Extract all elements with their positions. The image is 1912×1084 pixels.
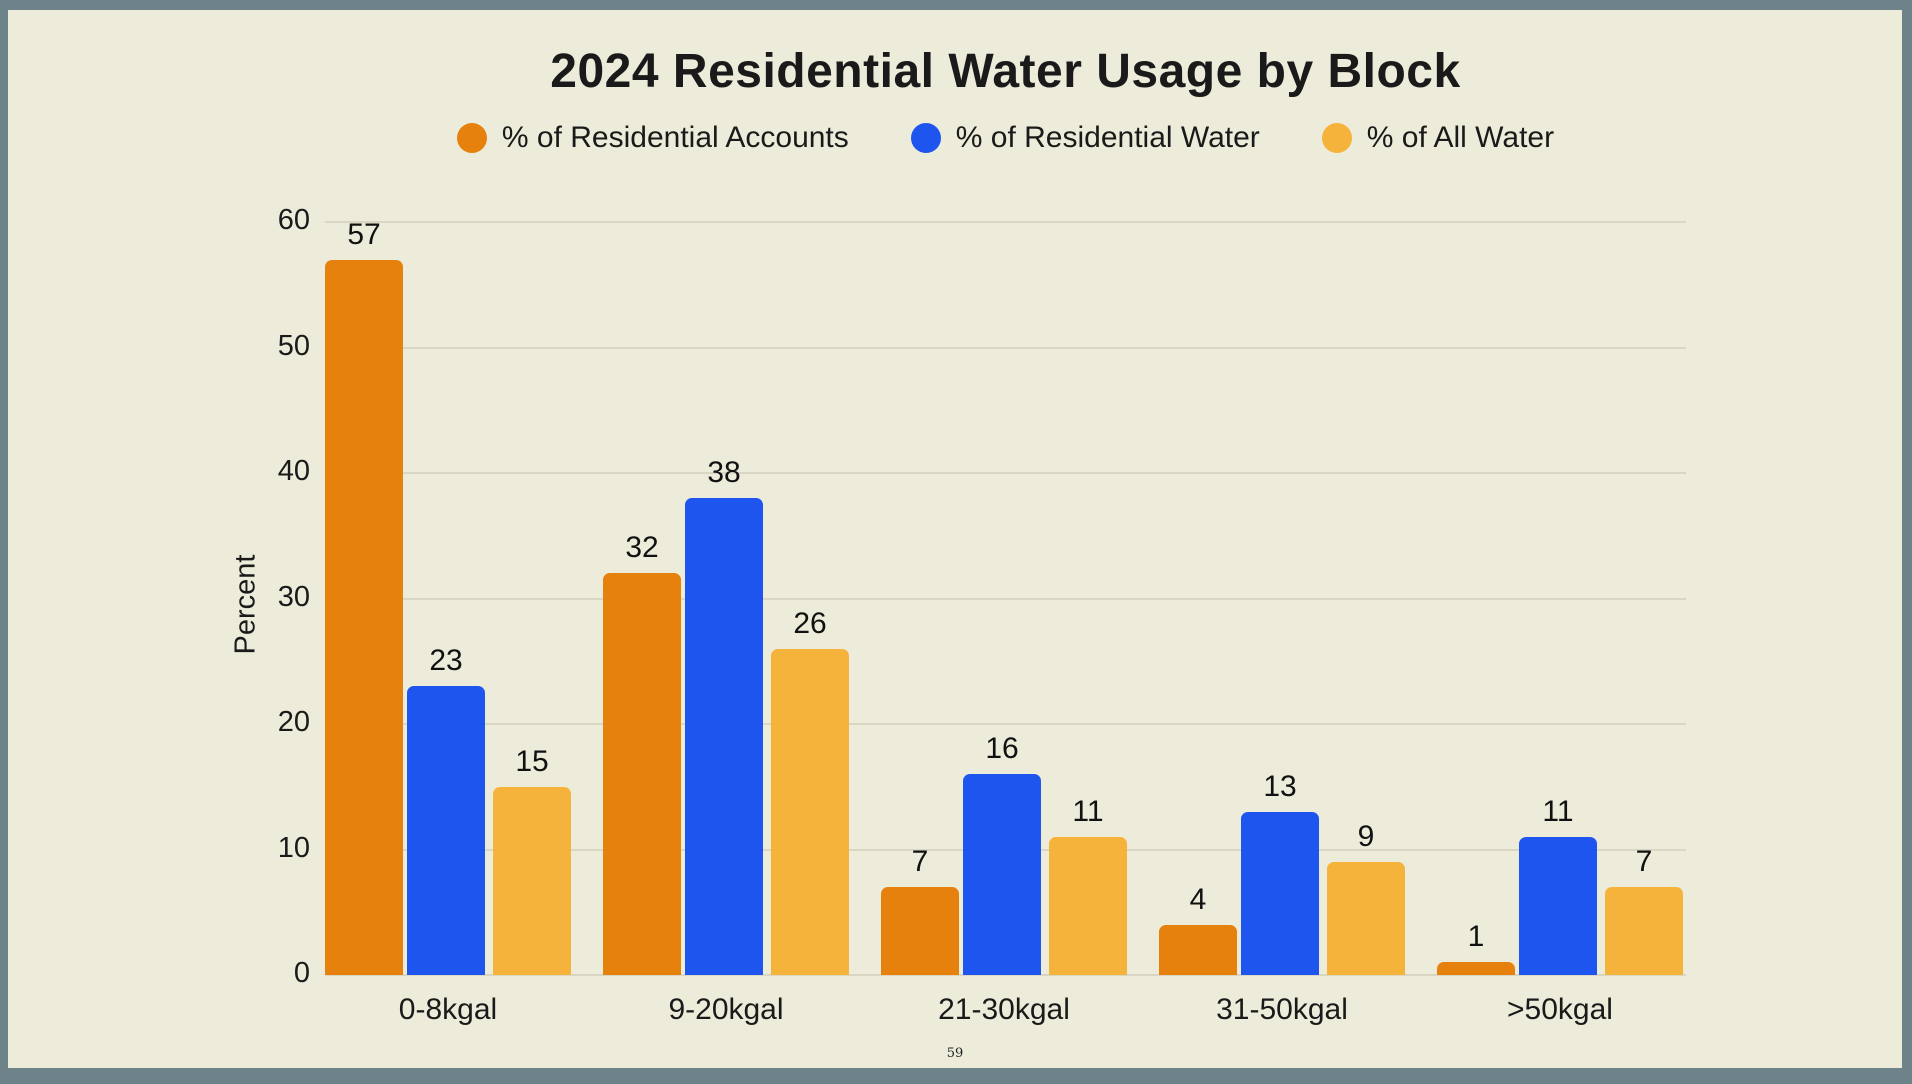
bar-value-label: 9 (1357, 820, 1375, 854)
gridline (325, 723, 1686, 725)
bar-value-label: 4 (1189, 882, 1207, 916)
bar (493, 786, 571, 975)
legend-item: % of All Water (1321, 121, 1555, 155)
legend-item: % of Residential Accounts (456, 121, 849, 155)
page-number: 59 (946, 1046, 964, 1061)
bar (603, 573, 681, 975)
x-tick-label: 31-50kgal (1216, 993, 1348, 1026)
bar-value-label: 1 (1467, 920, 1485, 954)
gridline (325, 221, 1686, 223)
y-tick-label: 30 (277, 580, 310, 613)
bar (407, 686, 485, 975)
gridline (325, 346, 1686, 349)
bar-value-label: 7 (1635, 845, 1653, 879)
gridline (325, 472, 1686, 474)
bar (325, 259, 403, 975)
y-tick-label: 10 (277, 831, 310, 864)
y-tick-label: 60 (277, 204, 310, 236)
bar-value-label: 23 (429, 644, 463, 678)
legend-swatch-icon (910, 123, 941, 153)
legend: % of Residential Accounts % of Residentia… (325, 121, 1686, 155)
bar (881, 887, 959, 975)
bar (685, 498, 763, 975)
bar (963, 774, 1041, 975)
legend-label: % of Residential Water (955, 121, 1260, 154)
legend-swatch-icon (1321, 123, 1352, 153)
bar (1049, 836, 1127, 975)
bar-value-label: 26 (793, 606, 827, 640)
bar-value-label: 16 (985, 732, 1019, 766)
bar-value-label: 13 (1263, 769, 1297, 803)
y-tick-label: 40 (277, 455, 310, 487)
bar-value-label: 11 (1542, 794, 1574, 828)
bar (1437, 962, 1515, 975)
bar-value-label: 32 (625, 531, 659, 565)
y-tick-label: 0 (293, 957, 310, 989)
legend-item: % of Residential Water (910, 121, 1260, 155)
x-tick-label: 21-30kgal (938, 993, 1070, 1026)
chart-title: 2024 Residential Water Usage by Block (550, 45, 1461, 98)
bar-value-label: 38 (707, 456, 741, 490)
chart-header: 2024 Residential Water Usage by Block % … (325, 10, 1686, 155)
legend-label: % of Residential Accounts (501, 121, 849, 154)
bar-value-label: 57 (347, 217, 381, 251)
bar-value-label: 7 (911, 845, 929, 879)
y-axis-title: Percent (229, 554, 262, 655)
bar (1605, 887, 1683, 975)
bar-value-label: 15 (515, 744, 549, 778)
y-tick-label: 50 (277, 329, 310, 362)
y-tick-label: 20 (277, 706, 310, 738)
gridline (325, 597, 1686, 600)
bar (1519, 836, 1597, 975)
bar (771, 648, 849, 975)
bar (1159, 924, 1237, 975)
bar (1327, 862, 1405, 975)
legend-label: % of All Water (1366, 121, 1555, 154)
legend-swatch-icon (456, 123, 487, 153)
x-tick-label: >50kgal (1507, 993, 1613, 1026)
plot-area: 0 10 20 30 40 50 60 57 32 7 4 1 23 38 16 13 11 15 26 11 9 7 0-… (278, 204, 1686, 1026)
gridline (325, 974, 1686, 976)
bar (1241, 811, 1319, 975)
x-tick-label: 9-20kgal (668, 993, 784, 1026)
slide-canvas: 2024 Residential Water Usage by Block % … (8, 10, 1902, 1068)
x-tick-label: 0-8kgal (398, 993, 498, 1026)
bar-value-label: 11 (1072, 794, 1104, 828)
